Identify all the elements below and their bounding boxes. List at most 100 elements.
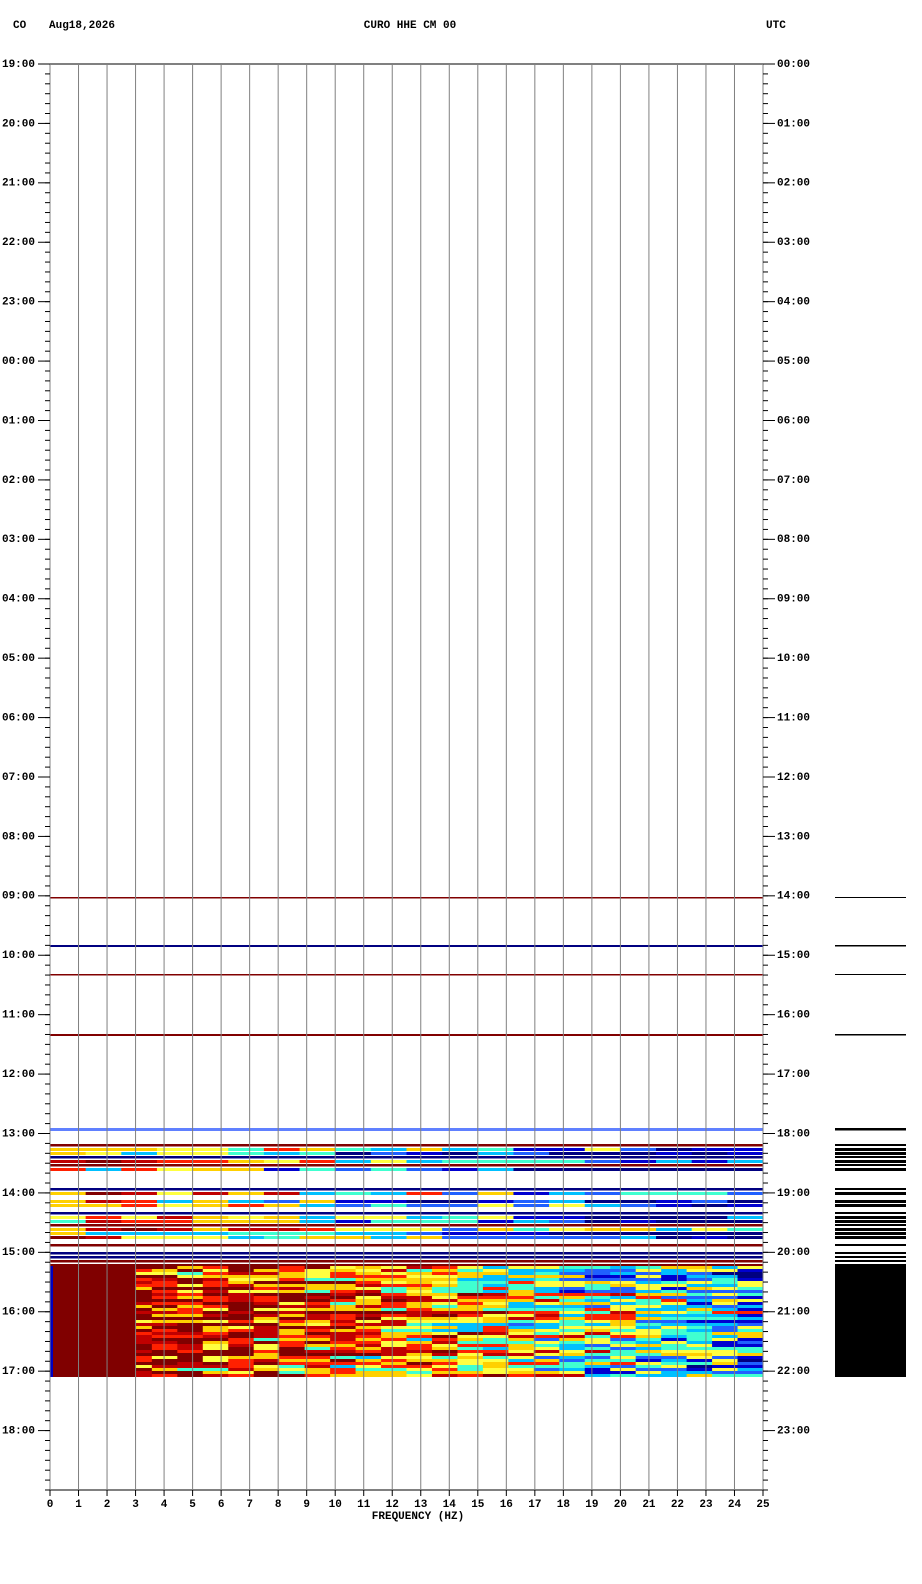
spectrum-cell (477, 1160, 514, 1163)
spectrum-cell (431, 1335, 458, 1338)
spectrum-cell (151, 1362, 178, 1365)
spectrum-cell (121, 1228, 158, 1231)
spectrum-cell (584, 1160, 621, 1163)
spectrum-cell (151, 1293, 178, 1296)
spectrum-cell (584, 1216, 621, 1219)
spectrum-cell (151, 1341, 178, 1344)
spectrum-cell (381, 1323, 407, 1326)
spectrum-cell (202, 1314, 229, 1317)
spectrum-cell (712, 1338, 739, 1341)
spectrum-cell (482, 1362, 509, 1365)
spectrum-cell (279, 1296, 306, 1299)
spectrum-cell (177, 1290, 204, 1293)
spectrum-cell (330, 1335, 357, 1338)
spectrum-cell (610, 1281, 637, 1284)
spectrum-cell (151, 1329, 178, 1332)
spectrum-cell (370, 1148, 407, 1151)
spectrum-cell (370, 1232, 407, 1235)
y-tick-label: 11:00 (2, 1010, 35, 1022)
spectrum-cell (712, 1296, 739, 1299)
spectrum-cell (584, 1332, 611, 1335)
spectrum-cell (686, 1359, 713, 1362)
spectrum-cell (533, 1290, 560, 1293)
spectrum-cell (533, 1320, 560, 1323)
spectrum-cell (202, 1347, 229, 1350)
spectrum-cell (737, 1353, 764, 1356)
spectrum-cell (584, 1220, 621, 1223)
activity-bar (835, 1311, 906, 1314)
spectrum-cell (279, 1266, 306, 1269)
spectrum-cell (686, 1353, 713, 1356)
spectrum-cell (355, 1320, 382, 1323)
spectrum-cell (727, 1204, 764, 1207)
spectrum-cell (355, 1284, 382, 1287)
spectrum-cell (661, 1314, 688, 1317)
activity-bar (835, 1272, 906, 1275)
spectrum-cell (712, 1305, 739, 1308)
spectrum-cell (508, 1329, 535, 1332)
spectrum-cell (50, 1299, 136, 1302)
spectrum-cell (177, 1269, 204, 1272)
spectrum-cell (431, 1362, 458, 1365)
spectrum-cell (508, 1317, 535, 1320)
spectrum-cell (330, 1281, 357, 1284)
spectrum-cell (156, 1228, 194, 1231)
spectrum-cell (549, 1220, 586, 1223)
activity-bar (835, 1266, 906, 1269)
spectrum-cell (559, 1353, 586, 1356)
spectrum-cell (279, 1272, 306, 1275)
spectrum-cell (121, 1168, 158, 1171)
spectrum-cell (533, 1266, 560, 1269)
spectrum-cell (508, 1359, 535, 1362)
spectrum-cell (279, 1299, 306, 1302)
spectrum-cell (533, 1356, 560, 1359)
spectrum-cell (431, 1308, 458, 1311)
spectrum-cell (355, 1290, 382, 1293)
spectrum-cell (431, 1266, 458, 1269)
spectrum-line (50, 1244, 763, 1247)
spectrum-cell (50, 1368, 136, 1371)
spectrum-line (50, 897, 763, 899)
spectrum-cell (533, 1299, 560, 1302)
spectrum-cell (610, 1287, 637, 1290)
spectrum-cell (304, 1350, 331, 1353)
spectrum-cell (330, 1362, 357, 1365)
spectrum-cell (661, 1281, 688, 1284)
spectrum-cell (279, 1281, 306, 1284)
spectrum-cell (202, 1320, 229, 1323)
spectrum-cell (533, 1362, 560, 1365)
spectrum-cell (431, 1296, 458, 1299)
spectrum-cell (533, 1275, 560, 1278)
y2-tick-label: 00:00 (777, 59, 810, 71)
spectrum-cell (304, 1278, 331, 1281)
spectrum-cell (85, 1200, 122, 1203)
y2-tick-label: 10:00 (777, 653, 810, 665)
spectrum-cell (279, 1344, 306, 1347)
activity-bar (835, 1359, 906, 1362)
spectrum-cell (177, 1371, 204, 1374)
spectrum-cell (381, 1278, 407, 1281)
spectrum-cell (355, 1293, 382, 1296)
spectrum-cell (737, 1350, 764, 1353)
spectrum-cell (263, 1220, 301, 1223)
spectrum-cell (431, 1329, 458, 1332)
spectrum-cell (712, 1365, 739, 1368)
activity-bar (835, 1341, 906, 1344)
y-tick-label: 02:00 (2, 475, 35, 487)
spectrum-cell (228, 1299, 255, 1302)
spectrum-cell (202, 1341, 229, 1344)
spectrum-cell (431, 1356, 458, 1359)
activity-bar (835, 1365, 906, 1368)
x-tick-label: 23 (699, 1499, 713, 1511)
spectrum-cell (279, 1365, 306, 1368)
spectrum-cell (533, 1359, 560, 1362)
spectrum-cell (126, 1293, 153, 1296)
spectrum-cell (253, 1341, 280, 1344)
spectrum-cell (406, 1323, 433, 1326)
x-tick-label: 18 (557, 1499, 571, 1511)
spectrum-cell (335, 1192, 372, 1195)
spectrum-cell (253, 1272, 280, 1275)
spectrum-cell (584, 1281, 611, 1284)
spectrum-cell (192, 1216, 229, 1219)
spectrum-line (50, 1260, 763, 1263)
